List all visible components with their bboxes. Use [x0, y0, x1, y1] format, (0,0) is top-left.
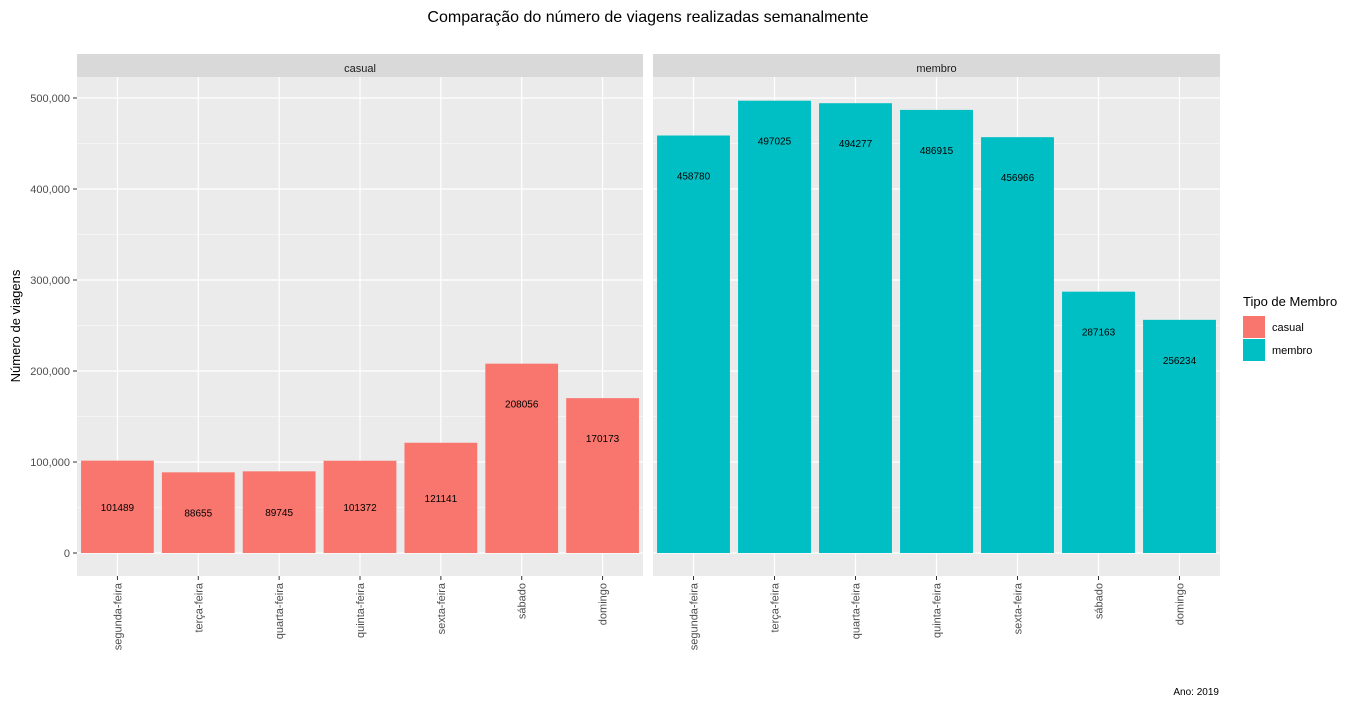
bar-membro-sábado	[1062, 291, 1135, 553]
facet-strip	[653, 54, 1220, 77]
chart-title: Comparação do número de viagens realizad…	[427, 9, 868, 26]
bar-membro-quinta-feira	[900, 109, 973, 553]
y-tick-label: 0	[64, 548, 70, 560]
x-tick-label: sábado	[517, 583, 529, 619]
panel-casual: casual 101489 segunda-feira 88655 terça-feir…	[77, 54, 643, 650]
x-tick-label: segunda-feira	[689, 582, 701, 650]
y-tick-label: 100,000	[30, 457, 70, 469]
bar-membro-segunda-feira	[657, 135, 730, 553]
legend-key-membro	[1243, 339, 1265, 361]
x-tick-label: sexta-feira	[436, 582, 448, 634]
y-tick-label: 400,000	[30, 184, 70, 196]
bar-value-label: 88655	[184, 509, 212, 520]
y-tick-label: 200,000	[30, 366, 70, 378]
bar-value-label: 208056	[505, 400, 539, 411]
bar-casual-quarta-feira	[242, 471, 316, 553]
bar-casual-domingo	[566, 398, 639, 553]
bar-value-label: 256234	[1163, 356, 1197, 367]
bar-casual-terça-feira	[161, 472, 235, 553]
facet-label: casual	[344, 63, 376, 75]
bar-casual-quinta-feira	[323, 460, 397, 553]
bar-value-label: 121141	[425, 494, 458, 505]
bar-membro-quarta-feira	[819, 103, 892, 553]
bar-value-label: 497025	[758, 137, 792, 148]
bar-value-label: 456966	[1001, 173, 1035, 184]
bar-value-label: 494277	[839, 139, 873, 150]
legend: Tipo de Membro casual membro	[1243, 294, 1337, 361]
bar-membro-sexta-feira	[981, 137, 1054, 553]
panel-membro: membro 458780 segunda-feira 497025 terça-fei…	[653, 54, 1220, 650]
x-tick-label: quinta-feira	[355, 582, 367, 638]
x-tick-label: segunda-feira	[112, 582, 124, 650]
legend-label: membro	[1272, 345, 1312, 357]
x-tick-label: sexta-feira	[1013, 582, 1025, 634]
y-axis-title: Número de viagens	[8, 269, 23, 382]
y-tick-label: 300,000	[30, 275, 70, 287]
bar-value-label: 101489	[101, 503, 135, 514]
x-tick-label: domingo	[598, 583, 610, 625]
bar-value-label: 101372	[343, 503, 377, 514]
caption: Ano: 2019	[1173, 687, 1219, 698]
bar-casual-sexta-feira	[404, 442, 478, 553]
x-tick-label: quarta-feira	[851, 582, 863, 639]
bar-value-label: 89745	[265, 508, 293, 519]
legend-label: casual	[1272, 322, 1304, 334]
legend-title: Tipo de Membro	[1243, 294, 1337, 309]
x-tick-label: domingo	[1175, 583, 1187, 625]
x-tick-label: sábado	[1094, 583, 1106, 619]
legend-key-casual	[1243, 316, 1265, 338]
x-tick-label: terça-feira	[770, 582, 782, 632]
x-tick-label: quarta-feira	[274, 582, 286, 639]
bar-membro-terça-feira	[738, 100, 811, 554]
bar-value-label: 287163	[1082, 328, 1116, 339]
y-tick-label: 500,000	[30, 93, 70, 105]
x-tick-label: quinta-feira	[932, 582, 944, 638]
bar-value-label: 170173	[586, 434, 620, 445]
bar-casual-sábado	[485, 363, 559, 553]
facet-strip	[77, 54, 643, 77]
facet-label: membro	[916, 63, 956, 75]
bar-casual-segunda-feira	[81, 460, 154, 553]
bar-value-label: 486915	[920, 146, 954, 157]
x-tick-label: terça-feira	[193, 582, 205, 632]
bar-membro-domingo	[1143, 319, 1216, 553]
bar-value-label: 458780	[677, 172, 711, 183]
